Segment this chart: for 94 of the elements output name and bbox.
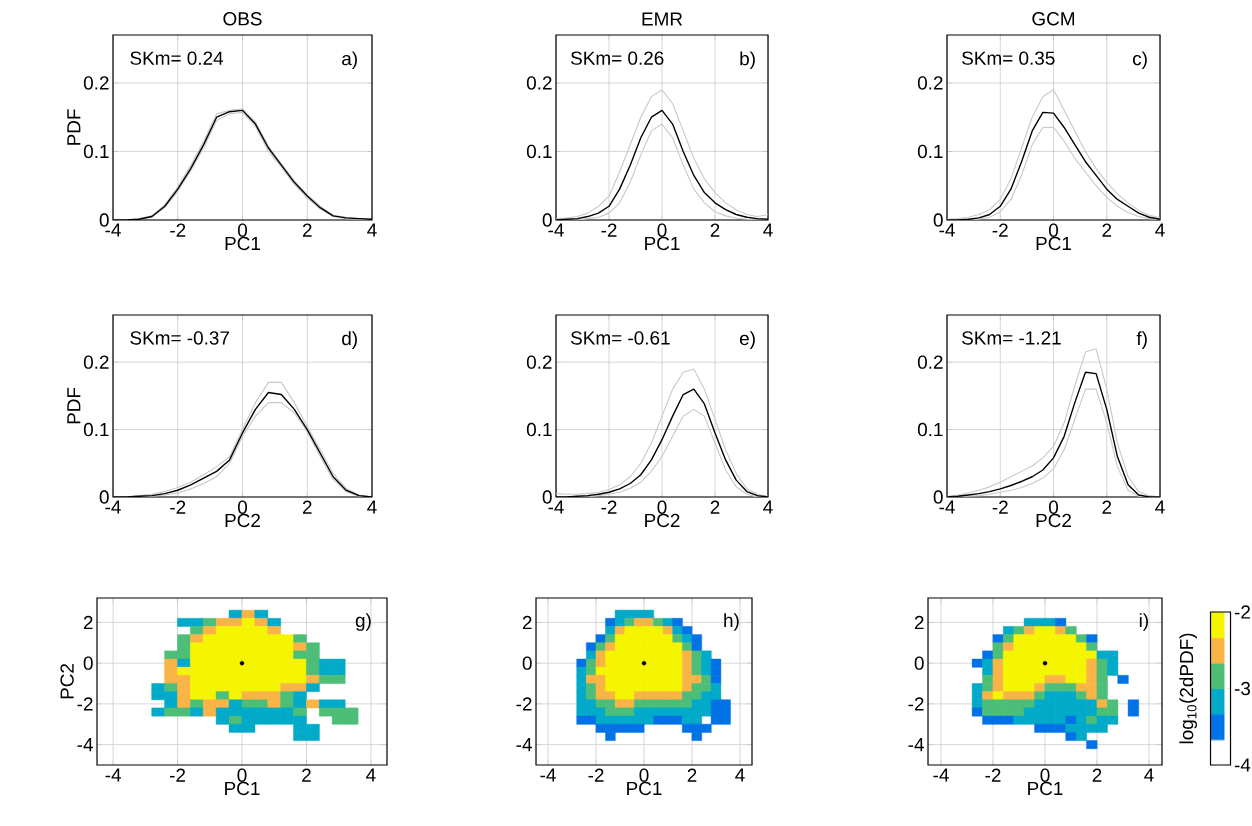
y-tick-label: 0.2: [526, 355, 552, 369]
y-tick-label: 0.2: [526, 76, 552, 90]
x-tick-label: 2: [710, 500, 720, 514]
x-tick-label: 4: [1144, 768, 1154, 782]
y-tick-label: 0: [522, 656, 532, 670]
x-tick-label: 2: [710, 223, 720, 237]
x-tick-label: -2: [601, 223, 617, 237]
x-axis-title: PC1: [627, 781, 662, 796]
x-tick-label: 0: [657, 223, 667, 237]
x-tick-label: 0: [1040, 768, 1050, 782]
x-tick-label: 2: [302, 223, 312, 237]
y-tick-label: 0.2: [917, 76, 943, 90]
x-tick-label: 4: [367, 223, 377, 237]
y-tick-label: 0.1: [526, 144, 552, 159]
x-tick-label: 0: [237, 768, 247, 782]
chart-title: GCM: [1032, 12, 1075, 26]
x-tick-label: 0: [1048, 223, 1059, 237]
annotation: c): [1133, 51, 1147, 70]
color-bar-label: -4: [1234, 758, 1251, 772]
y-tick-label: 0.1: [83, 422, 109, 437]
x-axis-title: PC1: [645, 236, 680, 251]
y-tick-label: -2: [516, 697, 532, 711]
x-tick-label: 4: [366, 768, 376, 782]
x-tick-label: 0: [237, 500, 248, 514]
x-tick-label: 0: [657, 500, 667, 514]
y-tick-label: 2: [914, 615, 924, 630]
x-tick-label: -2: [992, 223, 1008, 237]
x-tick-label: -2: [601, 500, 617, 514]
annotation: SKm= -0.61: [570, 331, 670, 345]
annotation: SKm= 0.26: [570, 51, 664, 65]
y-tick-label: 2: [522, 615, 532, 630]
y-axis-title: PDF: [67, 109, 81, 145]
annotation: SKm= -1.21: [962, 331, 1061, 345]
x-axis-title: PC1: [225, 781, 260, 796]
y-axis-title: PDF: [67, 387, 81, 424]
x-tick-label: 4: [763, 500, 773, 514]
x-axis-title: PC1: [225, 236, 260, 251]
annotation: SKm= 0.35: [962, 51, 1055, 65]
x-tick-label: 4: [1155, 500, 1165, 514]
y-tick-label: 2: [83, 615, 93, 630]
annotation: f): [1136, 331, 1147, 349]
x-tick-label: 4: [367, 500, 377, 514]
y-tick-label: 0.1: [917, 144, 943, 159]
y-tick-label: 0.2: [83, 76, 109, 90]
annotation: h): [724, 613, 739, 631]
color-bar-label: -3: [1234, 681, 1251, 696]
x-tick-label: 2: [687, 768, 697, 782]
x-tick-label: -2: [169, 768, 186, 782]
y-tick-label: -2: [908, 697, 924, 711]
x-tick-label: 2: [302, 768, 311, 782]
annotation: i): [1139, 613, 1148, 631]
x-tick-label: -2: [588, 768, 604, 782]
x-axis-title: PC1: [1028, 781, 1063, 796]
y-tick-label: 0.2: [83, 355, 109, 369]
x-tick-label: 4: [763, 223, 773, 237]
chart-title: EMR: [642, 12, 683, 26]
annotation: g): [355, 613, 371, 631]
x-tick-label: -2: [170, 223, 186, 237]
x-tick-label: 2: [1102, 500, 1112, 514]
y-axis-title: PC2: [60, 664, 74, 699]
y-tick-label: 0: [83, 656, 93, 670]
annotation: b): [740, 51, 755, 70]
y-tick-label: -4: [77, 738, 93, 752]
y-tick-label: -2: [77, 697, 93, 711]
y-tick-label: 0.1: [917, 422, 943, 437]
x-axis-title: PC2: [645, 513, 680, 528]
y-tick-label: 0.1: [83, 144, 109, 159]
annotation: e): [739, 331, 755, 349]
annotation: SKm= -0.37: [130, 331, 229, 345]
x-axis-title: PC1: [1036, 236, 1071, 251]
annotation: SKm= 0.24: [130, 51, 224, 65]
x-axis-title: PC2: [1036, 513, 1071, 528]
x-tick-label: 0: [639, 768, 649, 782]
chart-title: OBS: [223, 12, 262, 26]
annotation: a): [342, 51, 357, 70]
x-tick-label: 0: [237, 223, 248, 237]
x-tick-label: -2: [170, 500, 186, 514]
x-tick-label: 4: [735, 768, 745, 782]
y-tick-label: 0.1: [526, 422, 552, 437]
x-axis-title: PC2: [225, 513, 260, 528]
x-tick-label: 4: [1155, 223, 1165, 237]
x-tick-label: 2: [1092, 768, 1102, 782]
y-tick-label: 0.2: [917, 355, 943, 369]
y-tick-label: -4: [516, 738, 532, 752]
y-tick-label: 0: [914, 656, 924, 670]
color-bar-label: -2: [1234, 605, 1250, 619]
color-bar-title: log$_{10}$(2dPDF): [1179, 633, 1197, 744]
x-tick-label: 0: [1048, 500, 1059, 514]
x-tick-label: 2: [302, 500, 312, 514]
y-tick-label: -4: [908, 738, 924, 752]
annotation: d): [342, 331, 357, 349]
x-tick-label: -2: [985, 768, 1001, 782]
x-tick-label: -2: [992, 500, 1008, 514]
x-tick-label: 2: [1102, 223, 1112, 237]
